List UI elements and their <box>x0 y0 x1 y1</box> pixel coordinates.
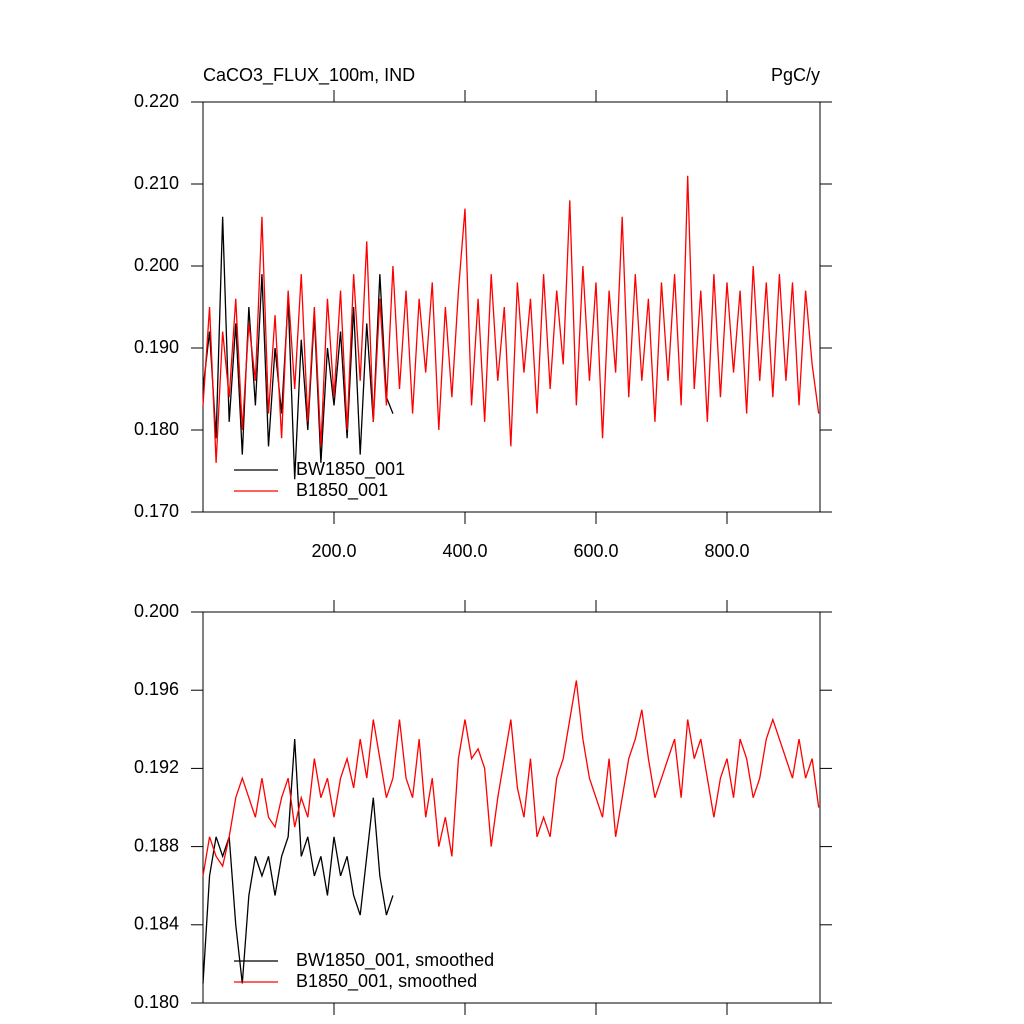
x-tick-label: 800.0 <box>704 541 749 561</box>
series-line <box>202 739 394 984</box>
y-tick-label: 0.180 <box>134 992 179 1012</box>
y-tick-label: 0.190 <box>134 337 179 357</box>
plot-frame <box>202 101 821 513</box>
plot-frame <box>202 611 821 1004</box>
series-line <box>202 216 394 480</box>
series-line <box>202 680 820 877</box>
y-tick-label: 0.180 <box>134 419 179 439</box>
y-tick-label: 0.170 <box>134 501 179 521</box>
series-line <box>202 175 820 463</box>
y-tick-label: 0.184 <box>134 914 179 934</box>
legend-label: BW1850_001, smoothed <box>296 950 494 971</box>
y-tick-label: 0.200 <box>134 601 179 621</box>
y-tick-label: 0.210 <box>134 173 179 193</box>
y-tick-label: 0.188 <box>134 835 179 855</box>
y-tick-label: 0.192 <box>134 757 179 777</box>
chart-title: CaCO3_FLUX_100m, IND <box>203 65 415 86</box>
legend-label: BW1850_001 <box>296 459 405 480</box>
x-tick-label: 200.0 <box>311 541 356 561</box>
units-label: PgC/y <box>771 65 820 85</box>
legend-label: B1850_001 <box>296 480 388 501</box>
y-tick-label: 0.200 <box>134 255 179 275</box>
legend-label: B1850_001, smoothed <box>296 971 477 992</box>
y-tick-label: 0.220 <box>134 91 179 111</box>
y-tick-label: 0.196 <box>134 679 179 699</box>
x-tick-label: 600.0 <box>573 541 618 561</box>
x-tick-label: 400.0 <box>442 541 487 561</box>
